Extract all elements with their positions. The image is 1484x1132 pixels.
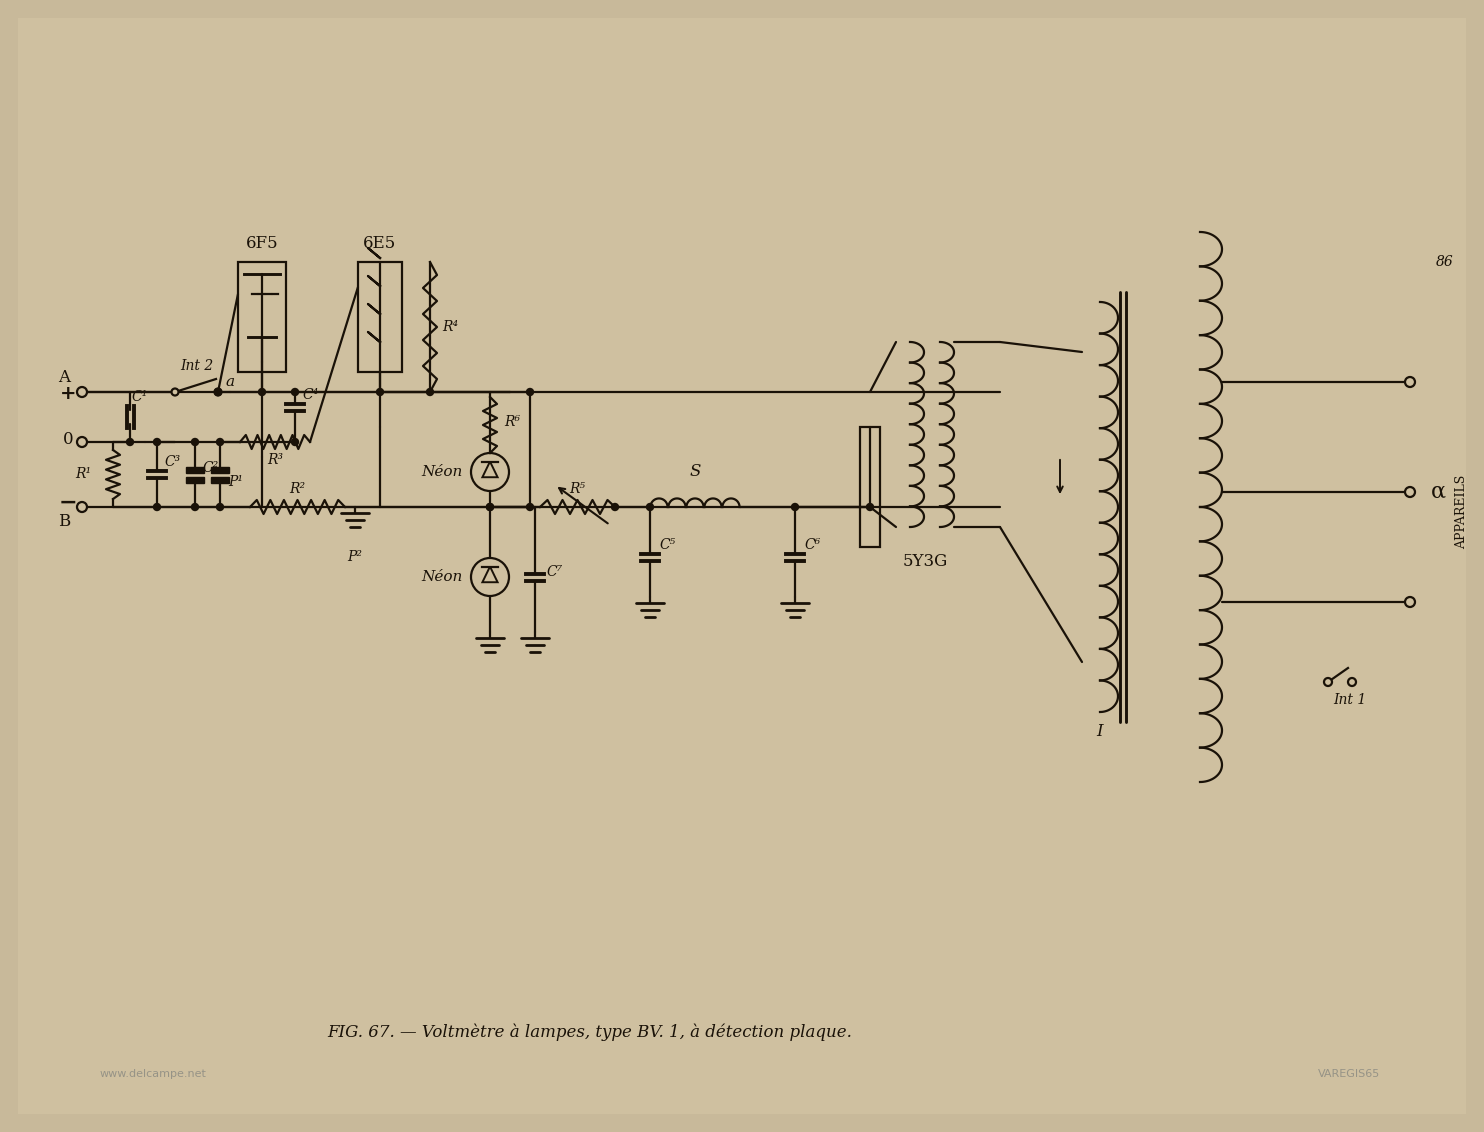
- Circle shape: [867, 504, 874, 511]
- Circle shape: [426, 388, 433, 395]
- Circle shape: [77, 437, 88, 447]
- Text: C⁶: C⁶: [804, 538, 821, 552]
- Text: A: A: [58, 369, 70, 386]
- Circle shape: [217, 504, 224, 511]
- Text: Int 2: Int 2: [180, 359, 214, 374]
- Circle shape: [215, 388, 221, 395]
- Bar: [186, 477, 203, 482]
- Circle shape: [1324, 678, 1333, 686]
- Circle shape: [258, 388, 266, 395]
- Text: +: +: [59, 385, 76, 403]
- Circle shape: [126, 438, 134, 446]
- Text: C⁴: C⁴: [303, 388, 319, 402]
- Text: 6F5: 6F5: [246, 235, 279, 252]
- Circle shape: [611, 504, 619, 511]
- Text: APPAREILS: APPAREILS: [1456, 475, 1469, 549]
- Text: 86: 86: [1437, 255, 1454, 269]
- Circle shape: [77, 387, 88, 397]
- Text: C³: C³: [165, 455, 181, 470]
- Bar: [358, 261, 402, 372]
- Text: α: α: [1431, 481, 1445, 503]
- Text: R⁵: R⁵: [570, 482, 586, 496]
- Circle shape: [1405, 487, 1416, 497]
- Text: P¹: P¹: [229, 475, 243, 489]
- Text: FIG. 67. — Voltmètre à lampes, type BV. 1, à détection plaque.: FIG. 67. — Voltmètre à lampes, type BV. …: [328, 1023, 852, 1040]
- Circle shape: [217, 438, 224, 446]
- Text: B: B: [58, 513, 70, 530]
- Circle shape: [172, 388, 178, 395]
- Text: P²: P²: [347, 550, 362, 564]
- Text: C⁵: C⁵: [660, 538, 677, 552]
- Circle shape: [470, 558, 509, 597]
- Circle shape: [191, 504, 199, 511]
- Circle shape: [377, 388, 383, 395]
- Circle shape: [1405, 597, 1416, 607]
- Text: 0: 0: [62, 431, 73, 448]
- Bar: [237, 261, 286, 372]
- Circle shape: [77, 501, 88, 512]
- Bar: [186, 466, 203, 472]
- Circle shape: [215, 388, 221, 395]
- Circle shape: [527, 504, 534, 511]
- Bar: [211, 466, 229, 472]
- Text: 6E5: 6E5: [364, 235, 396, 252]
- Text: R⁴: R⁴: [442, 320, 459, 334]
- Text: C⁷: C⁷: [548, 565, 562, 578]
- Circle shape: [153, 438, 160, 446]
- Text: R²: R²: [289, 482, 306, 496]
- Text: www.delcampe.net: www.delcampe.net: [99, 1069, 206, 1079]
- Text: Int 1: Int 1: [1334, 693, 1367, 708]
- Circle shape: [487, 504, 494, 511]
- Circle shape: [1405, 377, 1416, 387]
- Circle shape: [191, 438, 199, 446]
- Circle shape: [291, 388, 298, 395]
- Circle shape: [527, 388, 534, 395]
- Circle shape: [647, 504, 653, 511]
- Text: Néon: Néon: [421, 465, 463, 479]
- Bar: [861, 427, 880, 547]
- Text: R¹: R¹: [74, 468, 91, 481]
- Text: 5Y3G: 5Y3G: [902, 554, 948, 571]
- Text: VAREGIS65: VAREGIS65: [1318, 1069, 1380, 1079]
- Text: C²: C²: [203, 462, 220, 475]
- Text: Néon: Néon: [421, 571, 463, 584]
- Text: −: −: [59, 492, 77, 514]
- Bar: [211, 477, 229, 482]
- Text: R³: R³: [267, 453, 283, 468]
- Text: C¹: C¹: [132, 391, 148, 404]
- Circle shape: [791, 504, 798, 511]
- Text: S: S: [689, 463, 700, 480]
- Circle shape: [291, 438, 298, 446]
- Circle shape: [1347, 678, 1356, 686]
- Text: I: I: [1097, 723, 1103, 740]
- Circle shape: [487, 504, 494, 511]
- Text: a: a: [226, 375, 234, 389]
- Circle shape: [153, 504, 160, 511]
- Circle shape: [470, 453, 509, 491]
- Text: R⁶: R⁶: [505, 415, 519, 429]
